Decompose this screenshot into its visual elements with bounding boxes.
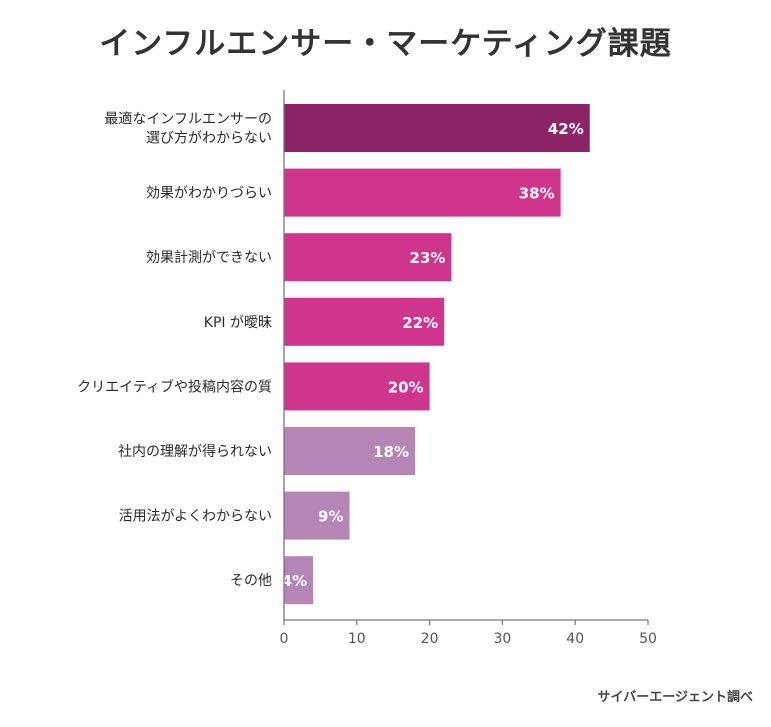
x-tick-label: 0: [280, 631, 289, 647]
category-label: 効果計測ができない: [146, 250, 272, 266]
bar: [284, 297, 445, 346]
bar: [284, 168, 561, 217]
category-label: 社内の理解が得られない: [118, 443, 272, 460]
chart-title: インフルエンサー・マーケティング課題: [99, 26, 672, 62]
bar: [284, 556, 314, 605]
source-credit: サイバーエージェント調べ: [597, 690, 753, 705]
bar-value-label: 18%: [373, 443, 409, 461]
bar: [284, 104, 590, 152]
category-label: 活用法がよくわからない: [119, 509, 272, 525]
bar-value-label: 20%: [388, 378, 424, 396]
category-label: 最適なインフルエンサーの選び方がわからない: [104, 111, 272, 147]
category-label: 効果がわかりづらい: [146, 186, 272, 202]
x-tick-label: 10: [348, 631, 366, 647]
bar: [284, 427, 416, 475]
bar: [284, 491, 350, 540]
x-tick-label: 20: [421, 631, 439, 647]
bar-value-label: 9%: [318, 508, 343, 526]
bar-value-label: 22%: [402, 314, 438, 332]
x-tick-label: 30: [493, 631, 511, 647]
bar: [284, 362, 430, 411]
category-label: その他: [230, 573, 272, 589]
bar-value-label: 23%: [410, 249, 446, 267]
bar-value-label: 42%: [548, 120, 584, 138]
x-tick-label: 50: [639, 631, 657, 647]
bar: [284, 233, 452, 282]
category-label: KPI が曖昧: [204, 315, 272, 331]
x-tick-label: 40: [566, 631, 584, 647]
bar-value-label: 4%: [282, 572, 307, 590]
category-label: クリエイティブや投稿内容の質: [77, 378, 272, 395]
bar-value-label: 38%: [519, 185, 555, 203]
